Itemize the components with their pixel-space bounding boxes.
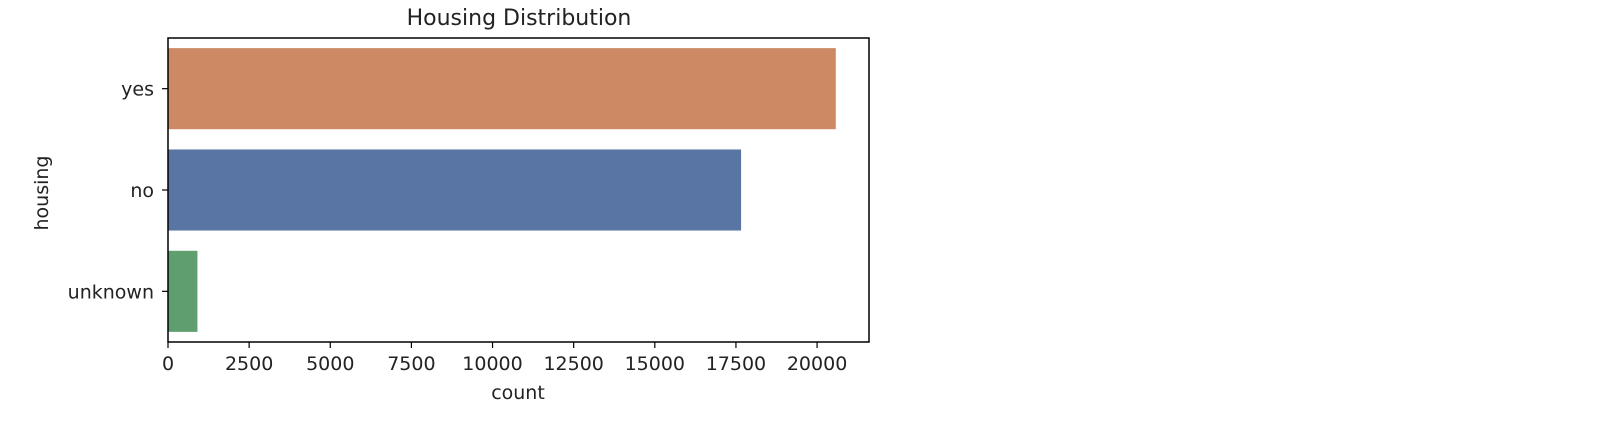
x-tick-label: 2500	[225, 353, 273, 375]
x-axis-label: count	[491, 382, 545, 404]
bar-unknown	[168, 250, 198, 332]
y-axis-label: housing	[31, 156, 53, 231]
plot-frame	[167, 37, 870, 343]
bar-yes	[168, 48, 836, 130]
x-tick-label: 17500	[706, 353, 766, 375]
x-tick-label: 0	[162, 353, 174, 375]
x-tick-label: 12500	[543, 353, 603, 375]
bar-no	[168, 149, 742, 231]
x-tick-label: 10000	[462, 353, 522, 375]
x-tick-label: 15000	[625, 353, 685, 375]
y-tick-label: no	[130, 180, 154, 202]
x-ticks-layer: 0 2500 5000 7500 10000 12500 15000 17500 20000	[162, 342, 847, 375]
x-tick-label: 7500	[387, 353, 435, 375]
bars-layer	[168, 48, 836, 332]
x-tick-label: 20000	[787, 353, 847, 375]
y-tick-label: yes	[121, 79, 154, 101]
chart-title: Housing Distribution	[407, 6, 632, 31]
y-ticks-layer: yes no unknown	[68, 79, 168, 303]
y-tick-label: unknown	[68, 281, 154, 303]
x-tick-label: 5000	[306, 353, 354, 375]
